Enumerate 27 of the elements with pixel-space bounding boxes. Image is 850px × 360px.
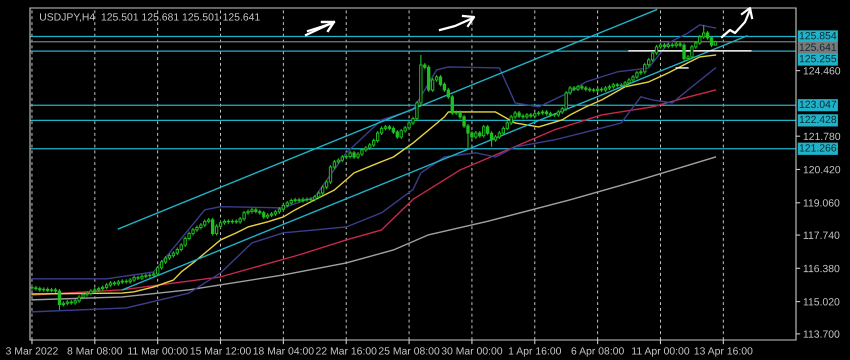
ref-line-label: 125.255 [800,54,836,62]
ref-line-label: 122.428 [800,116,836,124]
y-tick-label: 117.740 [804,232,840,239]
ref-line-label: 125.641 [800,43,836,51]
x-tick-label: 6 Apr 08:00 [572,347,624,357]
y-tick-label: 124.460 [804,67,840,75]
y-tick-label: 121.780 [804,132,840,140]
x-tick-label: 1 Apr 16:00 [508,347,562,357]
y-tick-label: 113.700 [804,330,840,338]
x-tick-label: 18 Mar 04:00 [253,347,314,355]
chart-title: USDJPY,H4 125.501 125.681 125.501 125.641 [40,13,260,22]
y-tick-label: 119.060 [804,199,840,207]
x-tick-label: 8 Mar 08:00 [67,347,122,355]
ref-line-label: 125.854 [800,32,836,40]
x-tick-label: 3 Mar 2022 [6,347,58,355]
y-tick-label: 120.420 [804,166,840,174]
y-tick-label: 115.020 [804,298,840,306]
x-tick-label: 22 Mar 16:00 [316,347,377,355]
x-tick-label: 13 Apr 16:00 [694,347,752,357]
x-tick-label: 11 Mar 00:00 [128,347,188,355]
x-tick-label: 15 Mar 12:00 [190,347,251,355]
x-tick-label: 11 Apr 00:00 [632,347,690,357]
ref-line-label: 121.266 [800,144,836,152]
y-tick-label: 116.380 [804,264,840,272]
ref-line-label: 123.047 [800,100,836,108]
x-tick-label: 25 Mar 08:00 [378,347,440,355]
x-tick-label: 30 Mar 00:00 [442,347,502,355]
